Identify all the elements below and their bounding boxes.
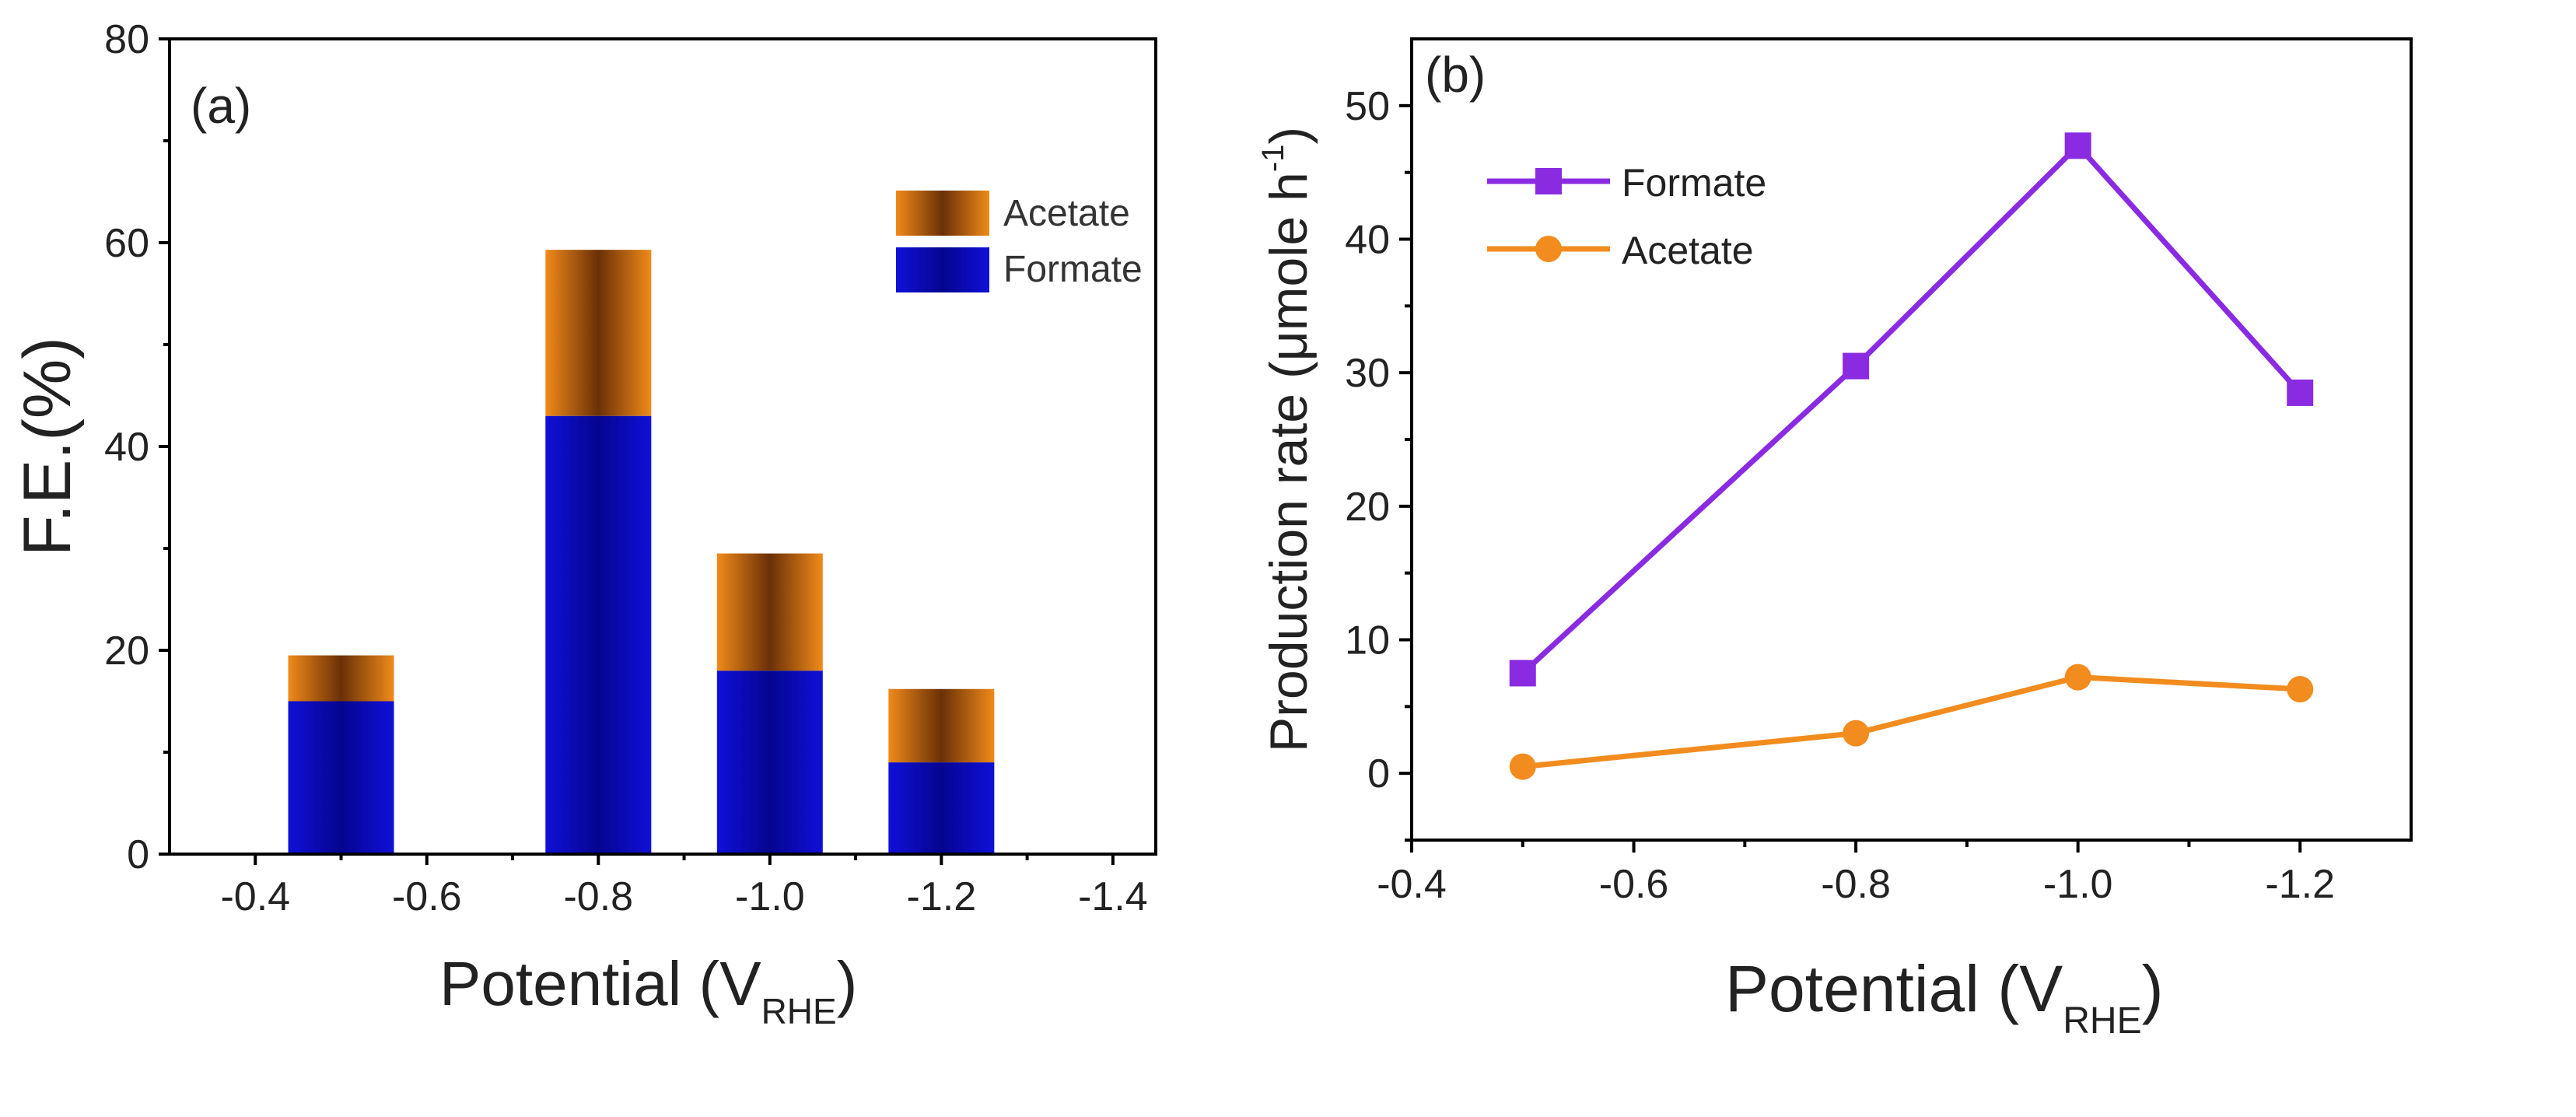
panel-a-x-axis-title: Potential (VRHE)	[439, 949, 857, 1031]
panel-a-ticks: -0.4 -0.6 -0.8 -1.0 -1.2 -1.4 0 20 40 60 80	[104, 17, 1148, 919]
panel-a-y-axis-title: F.E.(%)	[10, 337, 85, 556]
panel-b-x-title-close: )	[2142, 952, 2164, 1025]
legend-label-acetate-b: Acetate	[1622, 229, 1754, 272]
bar-formate--0.5	[288, 701, 394, 854]
legend-label-formate: Formate	[1003, 249, 1143, 290]
panel-b-x-tick-label: -0.6	[1599, 862, 1669, 907]
panel-b-y-axis-title: Production rate (μmole h-1)	[1256, 127, 1318, 752]
point-formate	[2287, 379, 2314, 406]
point-formate	[1843, 352, 1870, 380]
panel-a-y-tick-label: 20	[104, 629, 149, 674]
legend-label-formate-b: Formate	[1622, 161, 1766, 205]
panel-a-x-tick-label: -1.4	[1078, 874, 1148, 919]
panel-b-line-chart: -0.4 -0.6 -0.8 -1.0 -1.2 0 10 20 30 40 50 Formate …	[1256, 37, 2413, 1042]
panel-a-y-tick-label: 0	[127, 832, 149, 877]
point-acetate	[1509, 753, 1536, 780]
point-acetate	[2287, 676, 2314, 703]
panel-b-x-title-main: Potential (V	[1725, 952, 2063, 1025]
bar-formate--1.2	[888, 762, 995, 854]
panel-b-y-tick-label: 30	[1345, 351, 1390, 396]
bar-formate--0.8	[545, 415, 652, 854]
panel-a-x-tick-label: -1.0	[735, 874, 805, 919]
bar-formate--1.0	[716, 671, 823, 854]
panel-b-series	[1509, 132, 2314, 780]
panel-b-y-tick-label: 50	[1345, 84, 1390, 129]
panel-a-x-tick-label: -1.2	[907, 874, 977, 919]
panel-b-y-tick-label: 10	[1345, 618, 1390, 664]
panel-b-y-tick-label: 20	[1345, 485, 1390, 530]
point-acetate	[1843, 720, 1870, 747]
line-acetate	[1522, 674, 2301, 770]
panel-a-label: (a)	[191, 78, 251, 134]
bar-acetate--0.5	[288, 655, 394, 702]
line-formate	[1521, 142, 2302, 675]
panel-a-x-title-main: Potential (V	[439, 949, 761, 1018]
panel-b-ticks: -0.4 -0.6 -0.8 -1.0 -1.2 0 10 20 30 40 50	[1345, 84, 2335, 907]
panel-a-y-tick-label: 80	[104, 17, 149, 62]
panel-b-y-title-close: )	[1259, 127, 1318, 145]
bar-acetate--0.8	[545, 250, 652, 416]
panel-b-x-tick-label: -0.8	[1821, 862, 1891, 907]
panel-b-x-tick-label: -0.4	[1377, 862, 1447, 907]
point-formate	[1509, 660, 1536, 687]
panel-a-bars	[288, 250, 995, 854]
legend-marker-acetate	[1535, 236, 1562, 262]
legend-marker-formate	[1535, 168, 1562, 194]
bar-acetate--1.0	[716, 553, 823, 671]
panel-b-legend: Formate Acetate	[1487, 161, 1766, 272]
panel-a-x-tick-label: -0.8	[563, 874, 633, 919]
panel-a-x-title-sub: RHE	[761, 991, 837, 1031]
bar-acetate--1.2	[888, 688, 995, 763]
panel-a-x-tick-label: -0.6	[392, 874, 462, 919]
panel-a-x-title-close: )	[837, 949, 858, 1018]
panel-a-legend: Acetate Formate	[896, 191, 1143, 292]
point-formate	[2064, 132, 2091, 159]
panel-a-bar-chart: -0.4 -0.6 -0.8 -1.0 -1.2 -1.4 0 20 40 60 80 Acetat…	[10, 17, 1157, 1031]
panel-a-y-tick-label: 40	[104, 425, 149, 470]
legend-swatch-formate	[896, 247, 989, 292]
panel-b-x-tick-label: -1.2	[2265, 862, 2335, 907]
panel-b-label: (b)	[1425, 47, 1486, 103]
panel-b-y-tick-label: 40	[1345, 218, 1390, 263]
panel-a-y-tick-label: 60	[104, 221, 149, 266]
legend-label-acetate: Acetate	[1003, 193, 1130, 234]
panel-b-y-tick-label: 0	[1367, 751, 1390, 797]
panel-b-y-title-main: Production rate (μmole h	[1259, 172, 1318, 752]
panel-a-x-tick-label: -0.4	[220, 874, 290, 919]
legend-swatch-acetate	[896, 191, 989, 236]
panel-b-x-tick-label: -1.0	[2043, 862, 2113, 907]
panel-b-y-title-sup: -1	[1256, 145, 1290, 173]
panel-b-x-axis-title: Potential (VRHE)	[1725, 952, 2164, 1042]
point-acetate	[2064, 664, 2091, 691]
panel-b-x-title-sub: RHE	[2063, 1000, 2141, 1042]
